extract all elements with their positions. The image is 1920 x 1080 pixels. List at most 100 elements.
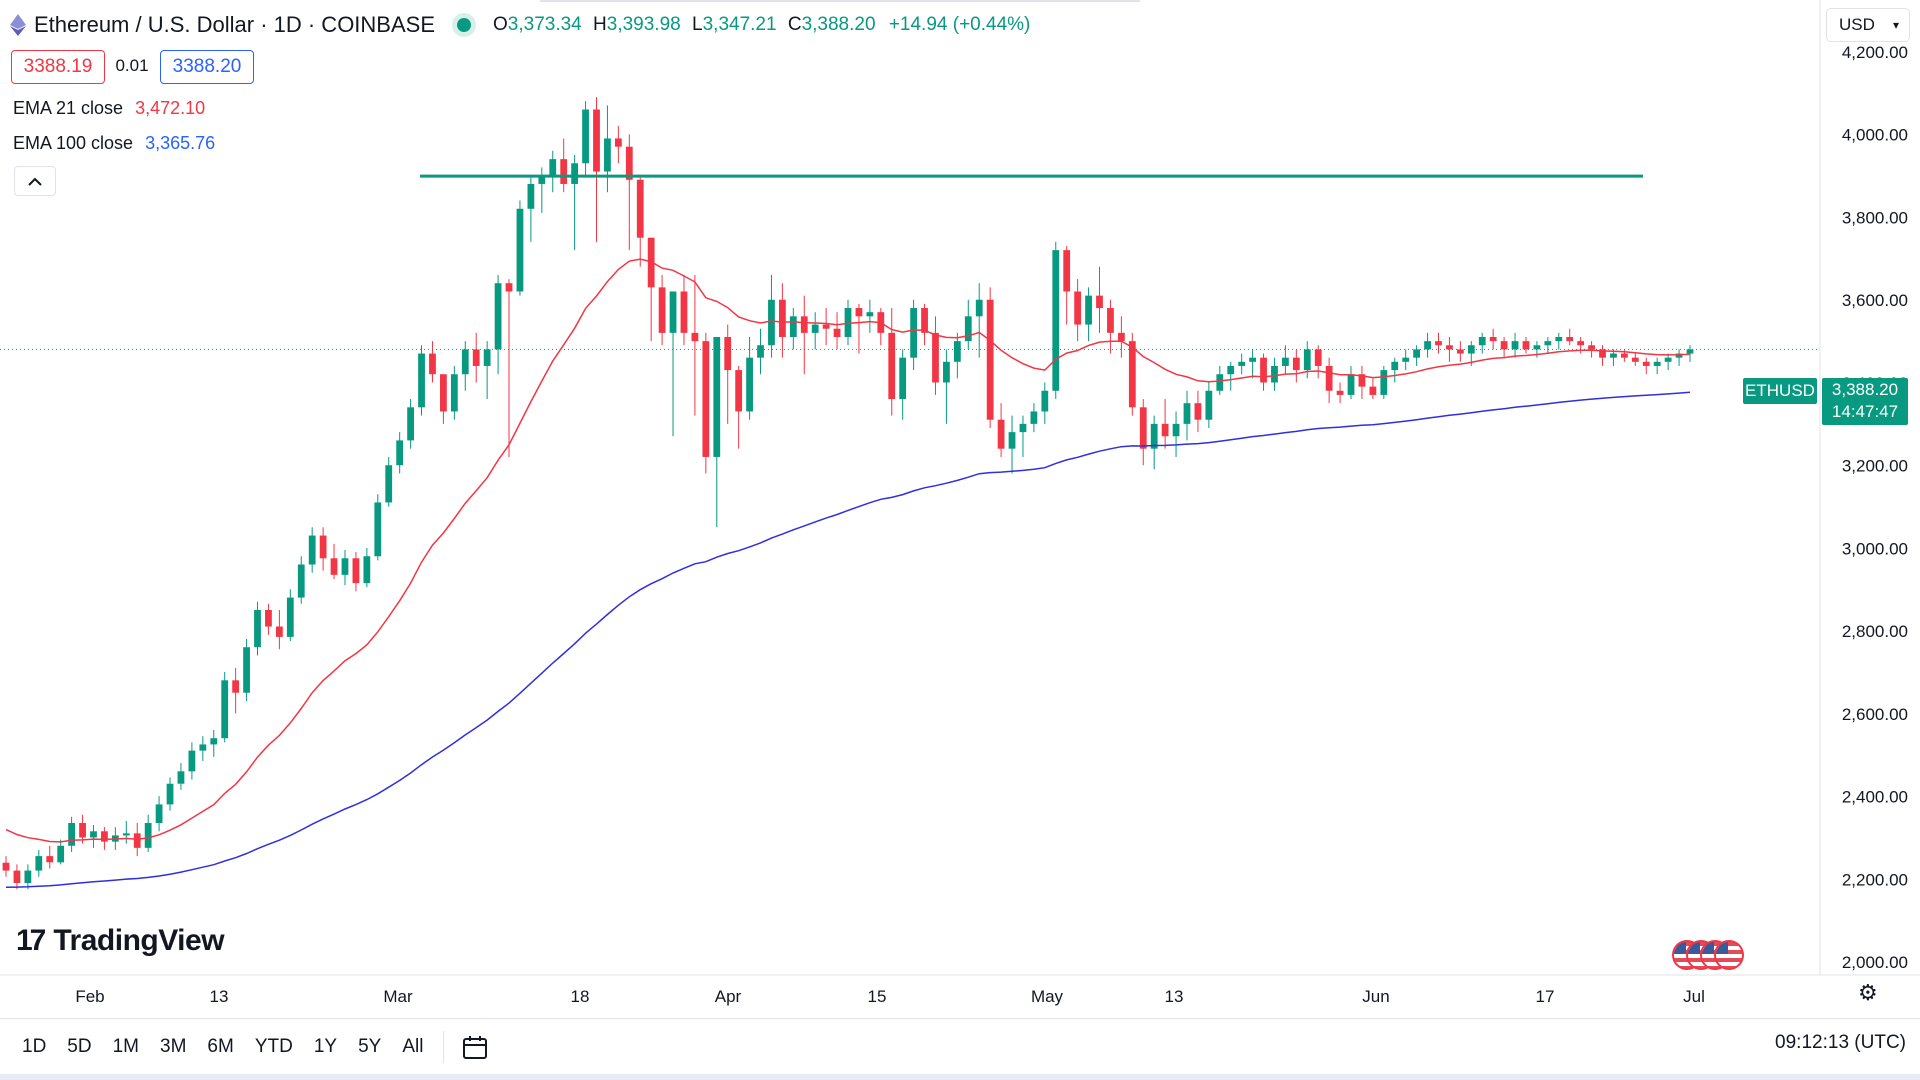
candle-body [1631, 357, 1639, 362]
candle-body [221, 680, 229, 739]
x-tick-label: Apr [715, 987, 742, 1006]
calendar-icon[interactable] [462, 1034, 488, 1060]
candle-body [1096, 295, 1103, 309]
ethereum-icon [10, 14, 26, 36]
candle-body [811, 324, 819, 333]
ema21-legend[interactable]: EMA 21 close 3,472.10 [13, 98, 206, 118]
candle-body [593, 109, 600, 172]
candle-body [461, 349, 469, 375]
range-5d[interactable]: 5D [67, 1035, 92, 1057]
candle-body [516, 208, 524, 292]
candle-body [986, 299, 994, 420]
utc-clock[interactable]: 09:12:13 (UTC) [1775, 1032, 1906, 1053]
candle-body [286, 597, 294, 637]
candle-body [680, 291, 688, 333]
candle-body [1238, 361, 1246, 366]
y-tick-label: 3,200.00 [1842, 457, 1908, 476]
candle-body [144, 823, 152, 848]
candle-body [921, 308, 928, 333]
range-ytd[interactable]: YTD [254, 1035, 293, 1057]
range-3m[interactable]: 3M [160, 1035, 187, 1057]
range-1d[interactable]: 1D [22, 1035, 47, 1057]
range-all[interactable]: All [402, 1035, 424, 1057]
tradingview-logo[interactable]: 17 TradingView [16, 924, 225, 957]
candle-body [1686, 349, 1694, 354]
y-tick-label: 3,800.00 [1842, 208, 1908, 227]
x-tick-label: Jul [1683, 987, 1705, 1006]
candle-body [1566, 336, 1574, 342]
candle-body [210, 738, 218, 745]
candle-body [833, 328, 841, 337]
candle-body [735, 370, 743, 412]
candle-body [975, 299, 983, 317]
candle-body [13, 870, 21, 883]
y-tick-label: 4,200.00 [1842, 43, 1908, 62]
price-chart[interactable]: 2,000.00 2,200.00 2,400.00 2,600.00 2,800.00… [0, 0, 1920, 1018]
range-6m[interactable]: 6M [207, 1035, 234, 1057]
settings-icon[interactable]: ⚙ [1858, 980, 1878, 1005]
candle-body [494, 283, 502, 350]
candle-body [1008, 432, 1016, 449]
x-tick-label: Feb [75, 987, 104, 1006]
candle-body [822, 324, 830, 329]
range-1y[interactable]: 1Y [313, 1035, 338, 1057]
candle-body [68, 823, 76, 846]
candle-body [265, 609, 272, 627]
candle-body [997, 419, 1005, 449]
buy-button[interactable]: 3388.20 [160, 50, 254, 84]
candle-body [385, 465, 393, 503]
candle-body [133, 833, 141, 848]
candle-body [1664, 357, 1672, 362]
candle-body [571, 163, 579, 184]
economic-events-icons[interactable] [1672, 940, 1758, 970]
candle-body [450, 374, 458, 412]
us-flag-icon[interactable] [1714, 940, 1744, 970]
candle-body [232, 680, 240, 693]
candle-body [57, 845, 65, 863]
currency-selector[interactable]: USD ▾ [1826, 8, 1910, 42]
candle-body [1161, 423, 1169, 437]
candle-body [177, 771, 185, 784]
candle-body [1369, 386, 1377, 395]
candle-body [1052, 250, 1060, 391]
candle-body [79, 823, 86, 838]
candle-body [1533, 345, 1541, 350]
y-tick-label: 4,000.00 [1842, 126, 1908, 145]
ema100-legend[interactable]: EMA 100 close 3,365.76 [13, 133, 216, 153]
candle-body [1260, 357, 1267, 383]
candle-body [483, 349, 491, 366]
range-1m[interactable]: 1M [112, 1035, 139, 1057]
y-tick-label: 2,200.00 [1842, 870, 1908, 889]
candle-body [275, 626, 283, 637]
x-tick-label: 17 [1536, 987, 1555, 1006]
candle-body [1358, 374, 1366, 387]
candle-body [625, 146, 633, 180]
candle-body [341, 558, 349, 575]
candle-body [1249, 357, 1256, 362]
candle-body [24, 870, 32, 883]
candle-body [789, 316, 797, 337]
candle-body [1402, 357, 1410, 362]
candle-body [702, 341, 710, 457]
candle-body [943, 361, 950, 383]
candle-body [188, 750, 196, 772]
ema100-line [5, 391, 1691, 888]
y-tick-label: 3,000.00 [1842, 539, 1908, 558]
collapse-legend-button[interactable] [14, 166, 56, 196]
bar-countdown: 14:47:47 [1831, 402, 1899, 421]
sell-button[interactable]: 3388.19 [11, 50, 105, 84]
candle-body [1478, 336, 1486, 346]
range-5y[interactable]: 5Y [358, 1035, 382, 1057]
candle-body [1183, 403, 1191, 424]
y-tick-label: 2,800.00 [1842, 622, 1908, 641]
candle-body [1500, 341, 1508, 350]
candle-body [778, 299, 786, 337]
top-divider [540, 0, 1140, 2]
candle-body [953, 341, 961, 362]
candle-body [1150, 423, 1158, 449]
candle-body [440, 374, 447, 412]
symbol-title[interactable]: Ethereum / U.S. Dollar · 1D · COINBASE [34, 12, 435, 37]
candle-body [964, 316, 972, 342]
symbol-header: Ethereum / U.S. Dollar · 1D · COINBASE O… [10, 8, 1030, 42]
x-tick-label: 18 [571, 987, 590, 1006]
